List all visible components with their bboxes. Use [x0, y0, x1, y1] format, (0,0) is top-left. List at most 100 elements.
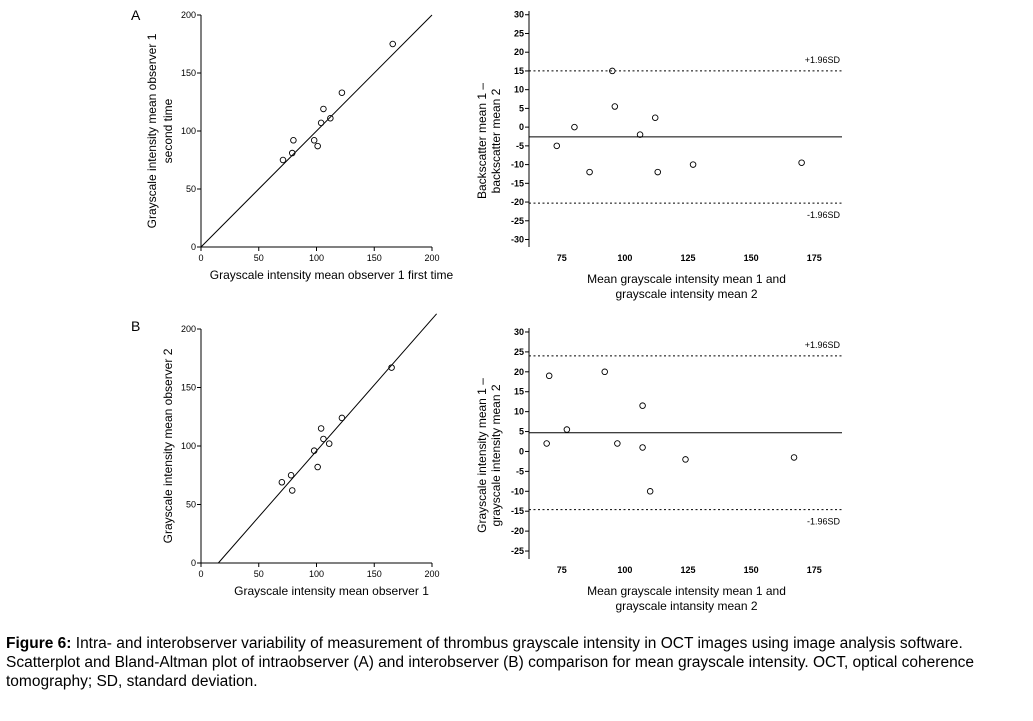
chart-4-y-label: grayscale intensity mean 2: [489, 384, 503, 526]
chart-3-y-tick-label: 0: [191, 558, 196, 568]
chart-1-identity-line: [200, 14, 433, 248]
chart-1-x-tick-label: 200: [424, 253, 439, 263]
chart-4-x-label: Mean grayscale intensity mean 1 and: [587, 584, 786, 598]
chart-4-y-tick-label: 10: [514, 407, 524, 417]
chart-2-data-point: [609, 67, 616, 75]
chart-1-data-point: [389, 40, 396, 48]
chart-4-x-label: grayscale intansity mean 2: [615, 599, 757, 613]
chart-4-y-tick-label: 20: [514, 367, 524, 377]
chart-4-y-tick-label: 5: [519, 427, 524, 437]
chart-1-y-label: Grayscale intensity mean observer 1: [145, 33, 159, 228]
chart-3-data-point: [317, 425, 325, 432]
chart-2-y-tick-label: 30: [514, 10, 524, 20]
chart-4-data-point: [563, 426, 571, 433]
chart-2-y-label: backscatter mean 2: [489, 88, 503, 193]
chart-1-x-tick-label: 50: [254, 253, 264, 263]
chart-1-data-point: [288, 149, 296, 157]
chart-4-x-tick-label: 125: [681, 565, 696, 575]
chart-4-y-tick-label: 0: [519, 446, 524, 456]
chart-1-x-tick-label: 150: [367, 253, 382, 263]
chart-2-y-tick-label: 15: [514, 66, 524, 76]
chart-2-y-tick-label: 20: [514, 47, 524, 57]
chart-3-y-tick-label: 100: [181, 441, 196, 451]
chart-1-y-tick-label: 150: [181, 68, 196, 78]
chart-4-data-point: [639, 402, 646, 409]
chart-2-x-label: Mean grayscale intensity mean 1 and: [587, 272, 786, 286]
chart-2-upper-limit-label: +1.96SD: [805, 55, 841, 65]
chart-1-data-point: [320, 105, 327, 113]
chart-2-data-point: [689, 161, 697, 168]
chart-2-y-tick-label: -15: [511, 178, 524, 188]
chart-2-data-point: [586, 168, 593, 176]
chart-2-x-tick-label: 175: [807, 253, 822, 263]
chart-4-data-point: [545, 372, 553, 380]
chart-4-y-tick-label: -10: [511, 486, 524, 496]
caption-text: Intra- and interobserver variability of …: [6, 635, 975, 690]
chart-4-data-point: [790, 454, 798, 461]
chart-3-x-tick-label: 200: [424, 569, 439, 579]
chart-2-y-label: Backscatter mean 1 –: [475, 83, 489, 199]
chart-2-x-label: grayscale intensity mean 2: [615, 287, 757, 301]
chart-4-y-tick-label: -15: [511, 506, 524, 516]
chart-1-y-tick-label: 50: [186, 184, 196, 194]
chart-3-y-label: Grayscale intensity mean observer 2: [161, 348, 175, 543]
chart-1-x-tick-label: 100: [309, 253, 324, 263]
chart-4-y-label: Grayscale intensity mean 1 –: [475, 378, 489, 533]
chart-4-data-point: [614, 440, 621, 447]
chart-2-data-point: [636, 131, 644, 138]
chart-2-lower-limit-label: -1.96SD: [807, 210, 841, 220]
chart-4-y-tick-label: -25: [511, 546, 524, 556]
chart-1-y-tick-label: 100: [181, 126, 196, 136]
chart-1-data-point: [317, 119, 325, 127]
chart-2-data-point: [611, 103, 619, 110]
chart-1-y-tick-label: 0: [191, 242, 196, 252]
chart-4-lower-limit-label: -1.96SD: [807, 517, 841, 527]
chart-1-data-point: [314, 142, 321, 150]
chart-3-x-tick-label: 50: [254, 569, 264, 579]
chart-2-x-tick-label: 150: [744, 253, 759, 263]
chart-4-y-tick-label: 25: [514, 347, 524, 357]
chart-3-data-point: [287, 472, 295, 479]
chart-2-data-point: [651, 114, 659, 122]
chart-1-y-tick-label: 200: [181, 10, 196, 20]
chart-1-x-label: Grayscale intensity mean observer 1 firs…: [210, 268, 454, 282]
chart-4-data-point: [682, 456, 689, 463]
chart-2-y-tick-label: 25: [514, 28, 524, 38]
chart-2-y-tick-label: -20: [511, 197, 524, 207]
chart-4-upper-limit-label: +1.96SD: [805, 340, 841, 350]
chart-2-data-point: [798, 159, 805, 166]
chart-3-data-point: [338, 414, 346, 422]
chart-3-x-tick-label: 100: [309, 569, 324, 579]
chart-2-data-point: [654, 168, 661, 176]
chart-1-y-label: second time: [161, 98, 175, 163]
chart-1-data-point: [290, 137, 297, 144]
chart-1-data-point: [338, 89, 346, 96]
chart-2-x-tick-label: 125: [681, 253, 696, 263]
figure-caption: Figure 6: Intra- and interobserver varia…: [6, 634, 1021, 691]
chart-3-identity-line: [217, 313, 437, 564]
panel-label-b: B: [131, 318, 140, 334]
chart-4-x-tick-label: 100: [617, 565, 632, 575]
chart-3-x-tick-label: 150: [367, 569, 382, 579]
chart-2-y-tick-label: 10: [514, 85, 524, 95]
chart-3-data-point: [325, 440, 333, 447]
chart-4-x-tick-label: 75: [557, 565, 567, 575]
chart-3-y-tick-label: 50: [186, 500, 196, 510]
chart-4-data-point: [601, 368, 608, 376]
panel-label-a: A: [131, 7, 141, 23]
chart-1-data-point: [327, 114, 334, 122]
chart-1-data-point: [279, 156, 287, 164]
chart-4-y-tick-label: 30: [514, 327, 524, 337]
chart-2-y-tick-label: -25: [511, 216, 524, 226]
chart-2-y-tick-label: -10: [511, 160, 524, 170]
chart-3-y-tick-label: 150: [181, 383, 196, 393]
chart-4-y-tick-label: -20: [511, 526, 524, 536]
chart-3-data-point: [288, 487, 296, 494]
chart-4-x-tick-label: 175: [807, 565, 822, 575]
chart-1-x-tick-label: 0: [198, 253, 203, 263]
chart-3-data-point: [388, 364, 395, 371]
chart-3-x-label: Grayscale intensity mean observer 1: [234, 584, 429, 598]
chart-3-data-point: [314, 463, 321, 471]
